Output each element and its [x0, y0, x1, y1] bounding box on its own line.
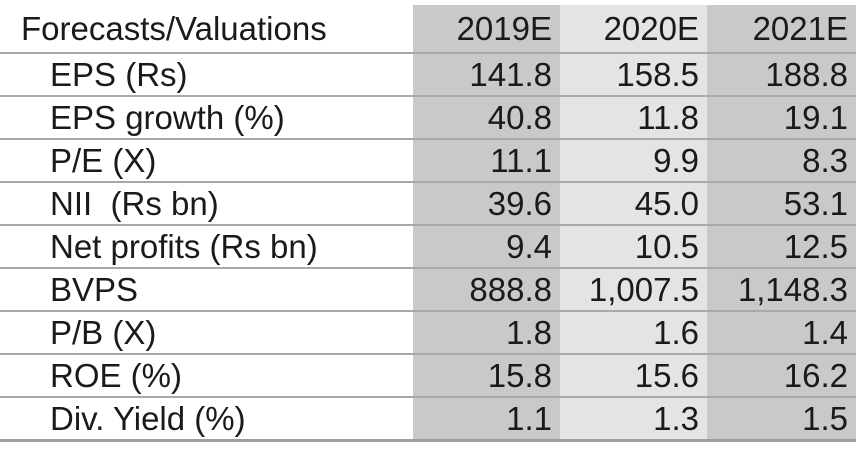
cell-value: 9.4 — [413, 225, 560, 269]
cell-value: 9.9 — [560, 139, 707, 183]
cell-value: 1,148.3 — [707, 268, 856, 312]
table-row-pe: P/E (X) 11.1 9.9 8.3 — [0, 139, 856, 183]
table-header-row: Forecasts/Valuations 2019E 2020E 2021E — [0, 5, 856, 54]
row-label: Net profits (Rs bn) — [0, 225, 413, 269]
table-row-pb: P/B (X) 1.8 1.6 1.4 — [0, 311, 856, 355]
table-row-roe: ROE (%) 15.8 15.6 16.2 — [0, 354, 856, 398]
cell-value: 1.1 — [413, 397, 560, 442]
row-label: EPS growth (%) — [0, 96, 413, 140]
row-label: EPS (Rs) — [0, 53, 413, 97]
table-row-nii: NII (Rs bn) 39.6 45.0 53.1 — [0, 182, 856, 226]
cell-value: 11.1 — [413, 139, 560, 183]
cell-value: 1.3 — [560, 397, 707, 442]
cell-value: 40.8 — [413, 96, 560, 140]
cell-value: 11.8 — [560, 96, 707, 140]
cell-value: 12.5 — [707, 225, 856, 269]
cell-value: 39.6 — [413, 182, 560, 226]
cell-value: 141.8 — [413, 53, 560, 97]
cell-value: 1.5 — [707, 397, 856, 442]
cell-value: 45.0 — [560, 182, 707, 226]
table-row-div-yield: Div. Yield (%) 1.1 1.3 1.5 — [0, 397, 856, 442]
cell-value: 1.6 — [560, 311, 707, 355]
row-label: P/E (X) — [0, 139, 413, 183]
table-row-net-profits: Net profits (Rs bn) 9.4 10.5 12.5 — [0, 225, 856, 269]
cell-value: 888.8 — [413, 268, 560, 312]
cell-value: 8.3 — [707, 139, 856, 183]
row-label: NII (Rs bn) — [0, 182, 413, 226]
cell-value: 1.4 — [707, 311, 856, 355]
cell-value: 15.6 — [560, 354, 707, 398]
cell-value: 158.5 — [560, 53, 707, 97]
column-header-2020e: 2020E — [560, 5, 707, 54]
row-label: BVPS — [0, 268, 413, 312]
column-header-2021e: 2021E — [707, 5, 856, 54]
cell-value: 10.5 — [560, 225, 707, 269]
table-row-eps: EPS (Rs) 141.8 158.5 188.8 — [0, 53, 856, 97]
table-title: Forecasts/Valuations — [0, 5, 413, 54]
row-label: P/B (X) — [0, 311, 413, 355]
cell-value: 16.2 — [707, 354, 856, 398]
cell-value: 53.1 — [707, 182, 856, 226]
cell-value: 19.1 — [707, 96, 856, 140]
column-header-2019e: 2019E — [413, 5, 560, 54]
row-label: ROE (%) — [0, 354, 413, 398]
table-row-eps-growth: EPS growth (%) 40.8 11.8 19.1 — [0, 96, 856, 140]
forecasts-valuations-table: Forecasts/Valuations 2019E 2020E 2021E E… — [0, 5, 856, 442]
forecasts-valuations-panel: Forecasts/Valuations 2019E 2020E 2021E E… — [0, 5, 856, 442]
cell-value: 1.8 — [413, 311, 560, 355]
cell-value: 1,007.5 — [560, 268, 707, 312]
row-label: Div. Yield (%) — [0, 397, 413, 442]
cell-value: 188.8 — [707, 53, 856, 97]
cell-value: 15.8 — [413, 354, 560, 398]
table-row-bvps: BVPS 888.8 1,007.5 1,148.3 — [0, 268, 856, 312]
